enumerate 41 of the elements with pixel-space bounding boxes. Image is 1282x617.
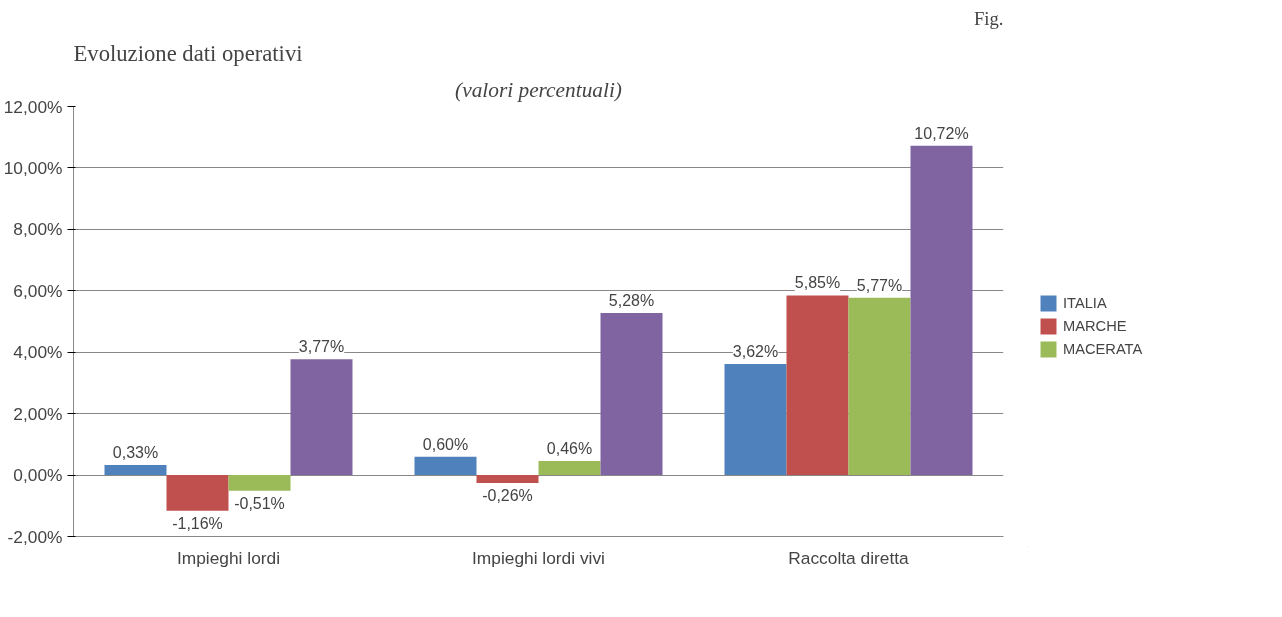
data-label: 5,77%	[856, 276, 903, 294]
data-label: 3,77%	[298, 338, 345, 356]
chart-title: Evoluzione dati operativi	[73, 40, 303, 66]
y-tick-label: 12,00%	[3, 96, 63, 117]
data-label: 3,62%	[732, 342, 779, 360]
bar	[848, 297, 911, 476]
bar	[104, 464, 167, 476]
data-label: 10,72%	[914, 124, 969, 142]
legend-label: MARCHE	[1063, 318, 1127, 334]
bar	[910, 145, 973, 476]
legend-label: MACERATA	[1063, 341, 1143, 357]
y-tick-label: 8,00%	[13, 219, 63, 240]
data-label: 0,46%	[546, 439, 593, 457]
chart-subtitle: (valori percentuali)	[455, 77, 622, 102]
bar	[538, 460, 601, 476]
data-label: -1,16%	[172, 514, 223, 532]
data-label: 0,33%	[112, 443, 159, 461]
bar	[600, 312, 663, 476]
legend-label: ITALIA	[1063, 295, 1107, 311]
x-tick-label: Raccolta diretta	[788, 547, 910, 568]
bar	[228, 475, 291, 491]
x-tick-label: Impieghi lordi vivi	[472, 547, 605, 568]
bar	[476, 475, 539, 484]
data-label: 5,85%	[794, 274, 841, 292]
y-tick-label: 2,00%	[13, 403, 63, 424]
bar	[414, 456, 477, 476]
bar	[724, 363, 787, 476]
data-label: -0,51%	[234, 494, 285, 512]
y-tick-label: 10,00%	[3, 157, 63, 178]
data-label: 0,60%	[422, 435, 469, 453]
bar	[166, 475, 229, 511]
y-tick-label: -2,00%	[7, 526, 63, 547]
y-tick-label: 6,00%	[13, 280, 63, 301]
y-tick-label: 4,00%	[13, 342, 63, 363]
bar	[786, 295, 849, 476]
x-tick-label: Impieghi lordi	[176, 547, 281, 568]
bar	[290, 359, 353, 476]
text: Fig.	[973, 7, 1004, 29]
data-label: 5,28%	[608, 291, 655, 309]
data-label: -0,26%	[482, 487, 533, 505]
y-tick-label: 0,00%	[13, 465, 63, 486]
